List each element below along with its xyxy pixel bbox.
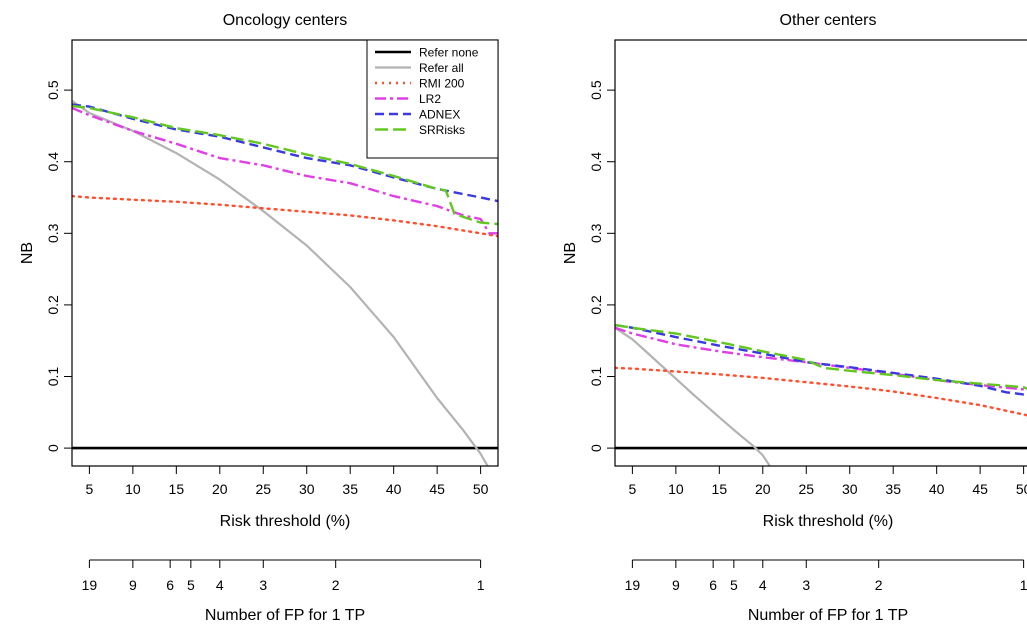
secondary-tick-label: 9 — [129, 577, 137, 593]
x-tick-label: 15 — [712, 481, 728, 497]
secondary-tick-label: 19 — [82, 577, 98, 593]
plot-frame — [71, 39, 499, 467]
secondary-tick-label: 4 — [216, 577, 224, 593]
y-tick-label: 0 — [45, 444, 61, 452]
series-line-rmi — [72, 194, 498, 238]
secondary-tick-label: 5 — [187, 577, 195, 593]
secondary-tick-label: 19 — [625, 577, 641, 593]
y-axis-label: NB — [19, 242, 36, 264]
secondary-axis-label: Number of FP for 1 TP — [748, 607, 908, 624]
x-axis-label: Risk threshold (%) — [763, 513, 894, 530]
chart-title: Other centers — [780, 12, 877, 29]
secondary-tick-label: 2 — [875, 577, 883, 593]
secondary-tick-label: 5 — [730, 577, 738, 593]
x-tick-label: 40 — [929, 481, 945, 497]
x-tick-label: 10 — [668, 481, 684, 497]
secondary-tick-label: 4 — [759, 577, 767, 593]
legend-box — [366, 39, 499, 159]
x-tick-label: 35 — [342, 481, 358, 497]
series-line-adnex — [615, 323, 1027, 396]
y-tick-label: 0.2 — [45, 295, 61, 315]
secondary-tick-label: 1 — [1020, 577, 1027, 593]
x-tick-label: 40 — [386, 481, 402, 497]
series-line-lr2 — [615, 326, 1027, 392]
secondary-tick-label: 6 — [166, 577, 174, 593]
legend-label: SRRisks — [419, 123, 465, 137]
x-axis-label: Risk threshold (%) — [220, 513, 351, 530]
x-tick-label: 5 — [85, 481, 93, 497]
legend-label: Refer none — [419, 46, 479, 60]
x-tick-label: 30 — [842, 481, 858, 497]
x-tick-label: 25 — [798, 481, 814, 497]
y-tick-label: 0.2 — [588, 295, 604, 315]
secondary-tick-label: 3 — [259, 577, 267, 593]
y-tick-label: 0.1 — [45, 367, 61, 387]
legend-label: RMI 200 — [419, 77, 465, 91]
series-line-srrisks — [72, 104, 498, 226]
y-tick-label: 0.4 — [45, 152, 61, 172]
secondary-tick-label: 3 — [802, 577, 810, 593]
plot-frame — [614, 39, 1027, 467]
x-tick-label: 15 — [169, 481, 185, 497]
y-tick-label: 0.4 — [588, 152, 604, 172]
secondary-tick-label: 2 — [332, 577, 340, 593]
y-tick-label: 0.1 — [588, 367, 604, 387]
series-line-rmi — [615, 366, 1027, 417]
x-tick-label: 35 — [885, 481, 901, 497]
series-line-refer-all — [72, 99, 489, 466]
series-group — [72, 99, 498, 466]
series-line-srrisks — [615, 323, 1027, 390]
x-tick-label: 45 — [429, 481, 445, 497]
x-tick-label: 20 — [755, 481, 771, 497]
x-tick-label: 50 — [473, 481, 489, 497]
chart-title: Oncology centers — [223, 12, 348, 29]
x-tick-label: 20 — [212, 481, 228, 497]
legend-label: ADNEX — [419, 108, 460, 122]
secondary-tick-label: 9 — [672, 577, 680, 593]
series-line-lr2 — [72, 106, 498, 235]
legend-label: LR2 — [419, 92, 441, 106]
y-tick-label: 0.3 — [45, 223, 61, 243]
y-tick-label: 0.5 — [45, 80, 61, 100]
legend-label: Refer all — [419, 61, 464, 75]
y-tick-label: 0 — [588, 444, 604, 452]
series-group — [615, 323, 1027, 466]
x-tick-label: 50 — [1016, 481, 1027, 497]
y-axis-label: NB — [562, 242, 579, 264]
secondary-axis-label: Number of FP for 1 TP — [205, 607, 365, 624]
x-tick-label: 30 — [299, 481, 315, 497]
y-tick-label: 0.5 — [588, 80, 604, 100]
x-tick-label: 10 — [125, 481, 141, 497]
series-line-refer-all — [615, 326, 771, 466]
secondary-tick-label: 1 — [477, 577, 485, 593]
y-tick-label: 0.3 — [588, 223, 604, 243]
secondary-tick-label: 6 — [709, 577, 717, 593]
x-tick-label: 5 — [628, 481, 636, 497]
x-tick-label: 25 — [255, 481, 271, 497]
x-tick-label: 45 — [972, 481, 988, 497]
